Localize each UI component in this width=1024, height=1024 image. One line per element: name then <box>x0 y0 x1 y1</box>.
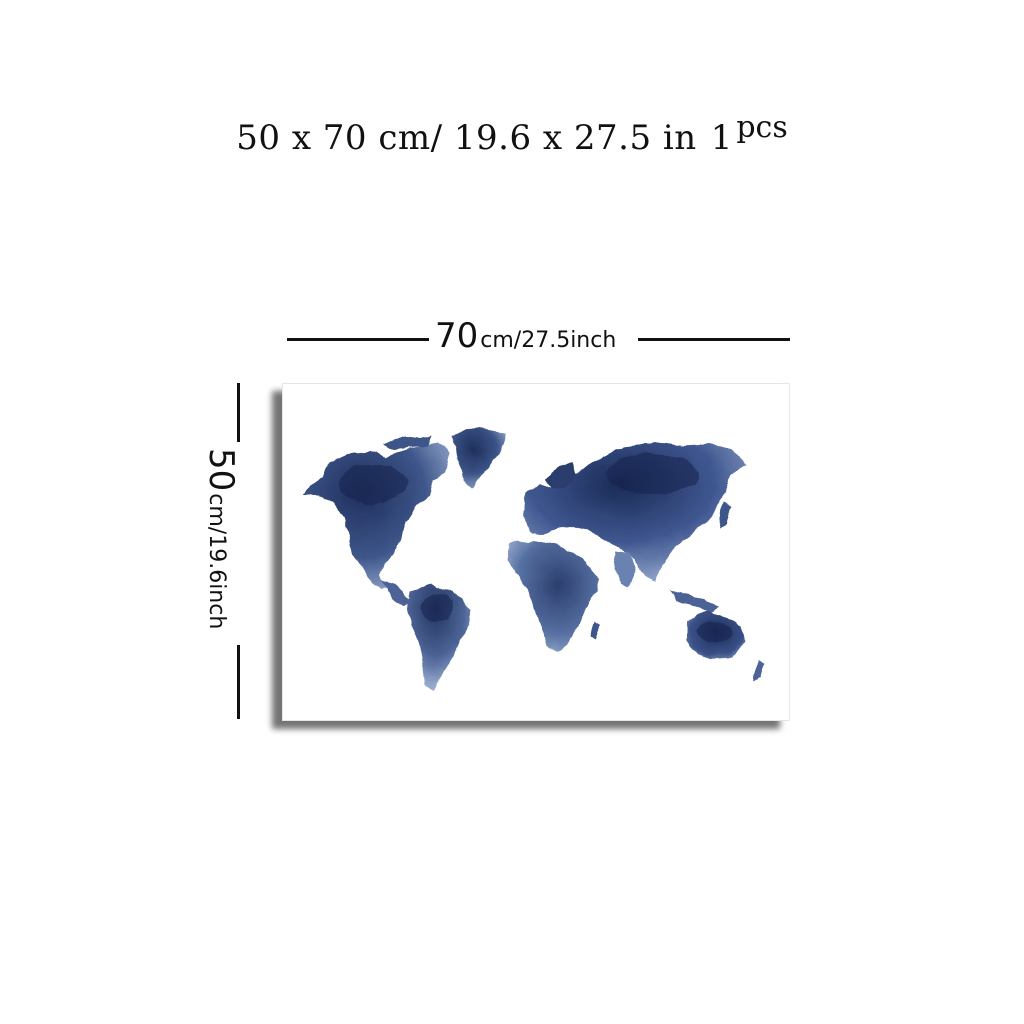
central-america-shape <box>381 580 411 606</box>
southeast-asia-shape <box>669 590 719 612</box>
height-unit: cm/19.6inch <box>204 493 229 629</box>
height-dimension-line-top <box>237 383 240 442</box>
madagascar-shape <box>589 620 599 638</box>
width-dimension-line-left <box>287 338 429 341</box>
product-size-title: 50 x 70 cm/ 19.6 x 27.5 in 1 pcs <box>0 118 1024 158</box>
height-dimension-line-bottom <box>237 645 240 719</box>
size-text: 50 x 70 cm/ 19.6 x 27.5 in <box>236 118 696 158</box>
japan-shape <box>719 502 731 528</box>
new-zealand-shape <box>753 660 765 682</box>
quantity-unit-text: pcs <box>736 110 787 145</box>
wash-eurasia <box>607 454 699 494</box>
quantity-text: 1 <box>711 118 733 158</box>
world-map-artwork <box>283 384 789 720</box>
wash-south-america <box>421 594 453 622</box>
width-dimension-label: 70cm/27.5inch <box>435 316 616 356</box>
greenland-shape <box>451 428 507 488</box>
width-value: 70 <box>435 316 478 356</box>
height-value: 50 <box>201 448 241 491</box>
width-unit: cm/27.5inch <box>480 328 616 353</box>
canvas-print <box>282 383 790 721</box>
wash-australia <box>695 622 731 642</box>
africa-shape <box>509 540 599 652</box>
wash-north-america <box>339 464 407 504</box>
width-dimension-line-right <box>638 338 790 341</box>
